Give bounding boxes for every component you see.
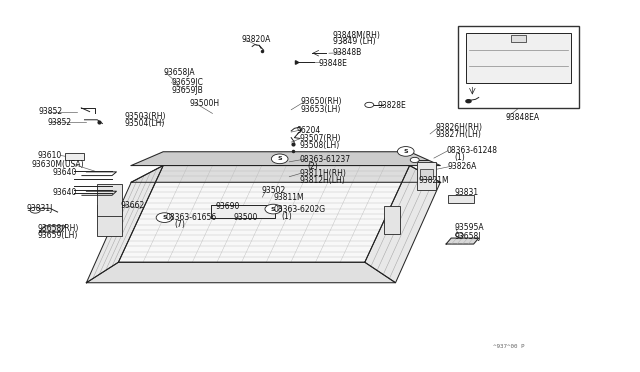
Circle shape [397, 147, 414, 156]
Text: 93848B: 93848B [333, 48, 362, 57]
Text: 93811H(RH): 93811H(RH) [300, 169, 346, 178]
Text: 93653(LH): 93653(LH) [301, 105, 341, 114]
Text: S: S [403, 149, 408, 154]
Text: 93848M(RH): 93848M(RH) [333, 31, 381, 40]
Text: (2): (2) [307, 162, 318, 171]
Text: 93640: 93640 [52, 168, 77, 177]
Text: 08363-61656: 08363-61656 [165, 213, 216, 222]
Text: ^937^00 P: ^937^00 P [493, 344, 525, 349]
Bar [417, 162, 436, 190]
Text: 93658J: 93658J [454, 232, 481, 241]
Polygon shape [118, 166, 410, 262]
Text: 93507(RH): 93507(RH) [300, 134, 341, 143]
Text: 93508(LH): 93508(LH) [300, 141, 340, 150]
Polygon shape [86, 166, 163, 283]
Text: S: S [271, 206, 276, 212]
Circle shape [30, 207, 40, 213]
Text: 93659JC: 93659JC [172, 78, 204, 87]
Polygon shape [86, 262, 396, 283]
Text: 93826A: 93826A [448, 162, 477, 171]
Text: 08363-6202G: 08363-6202G [273, 205, 325, 214]
Text: 93504(LH): 93504(LH) [125, 119, 165, 128]
Text: S: S [277, 156, 282, 161]
Text: 93630M(USA): 93630M(USA) [32, 160, 84, 169]
Text: 93595A: 93595A [454, 223, 484, 232]
Text: 93827H(LH): 93827H(LH) [435, 130, 481, 139]
Text: (1): (1) [282, 212, 292, 221]
Text: (7): (7) [174, 220, 185, 229]
Circle shape [456, 233, 463, 237]
Text: 93852: 93852 [38, 107, 63, 116]
Circle shape [271, 154, 288, 164]
Circle shape [265, 204, 282, 214]
Polygon shape [131, 166, 440, 182]
Text: 93662: 93662 [120, 201, 145, 210]
Bar [511, 35, 526, 42]
Text: 93848E: 93848E [318, 59, 347, 68]
Bar [458, 26, 579, 108]
Bar [97, 184, 122, 216]
Text: 93503(RH): 93503(RH) [125, 112, 166, 121]
Circle shape [466, 100, 471, 103]
Text: S: S [162, 215, 167, 220]
Polygon shape [211, 205, 275, 218]
Text: 93812H(LH): 93812H(LH) [300, 176, 345, 185]
Polygon shape [446, 238, 479, 244]
Text: 93826H(RH): 93826H(RH) [435, 123, 482, 132]
Text: 93500H: 93500H [189, 99, 220, 108]
Text: 93852: 93852 [48, 118, 72, 126]
Circle shape [156, 213, 173, 222]
Text: 93690: 93690 [215, 202, 239, 211]
Text: 93659(LH): 93659(LH) [37, 231, 77, 240]
Text: 93831J: 93831J [27, 204, 53, 213]
Text: 93650(RH): 93650(RH) [301, 97, 342, 106]
Text: 96204: 96204 [296, 126, 321, 135]
Circle shape [365, 102, 374, 108]
Text: 93500: 93500 [234, 213, 258, 222]
Text: 93811M: 93811M [273, 193, 304, 202]
Text: 08363-61248: 08363-61248 [447, 146, 498, 155]
Text: 93820A: 93820A [242, 35, 271, 44]
Bar [65, 153, 84, 160]
Text: 93828E: 93828E [378, 101, 406, 110]
Bar [420, 169, 433, 179]
Circle shape [410, 157, 419, 163]
Text: 93848EA: 93848EA [506, 113, 540, 122]
Text: 93658(RH): 93658(RH) [37, 224, 79, 233]
Text: 93658JA: 93658JA [163, 68, 195, 77]
Text: 93610: 93610 [37, 151, 61, 160]
Bar [466, 33, 571, 83]
Text: 08363-61237: 08363-61237 [300, 155, 351, 164]
Polygon shape [365, 166, 440, 283]
Text: 93502: 93502 [261, 186, 285, 195]
Polygon shape [40, 226, 65, 232]
Polygon shape [131, 152, 440, 166]
Text: 93849 (LH): 93849 (LH) [333, 37, 376, 46]
Bar [384, 206, 400, 234]
Text: 93640: 93640 [52, 188, 77, 197]
Bar [448, 195, 474, 203]
Text: (1): (1) [454, 153, 465, 162]
Bar [97, 205, 122, 236]
Text: 93821M: 93821M [419, 176, 449, 185]
Text: 93831: 93831 [454, 188, 479, 197]
Text: 93659JB: 93659JB [172, 86, 204, 94]
